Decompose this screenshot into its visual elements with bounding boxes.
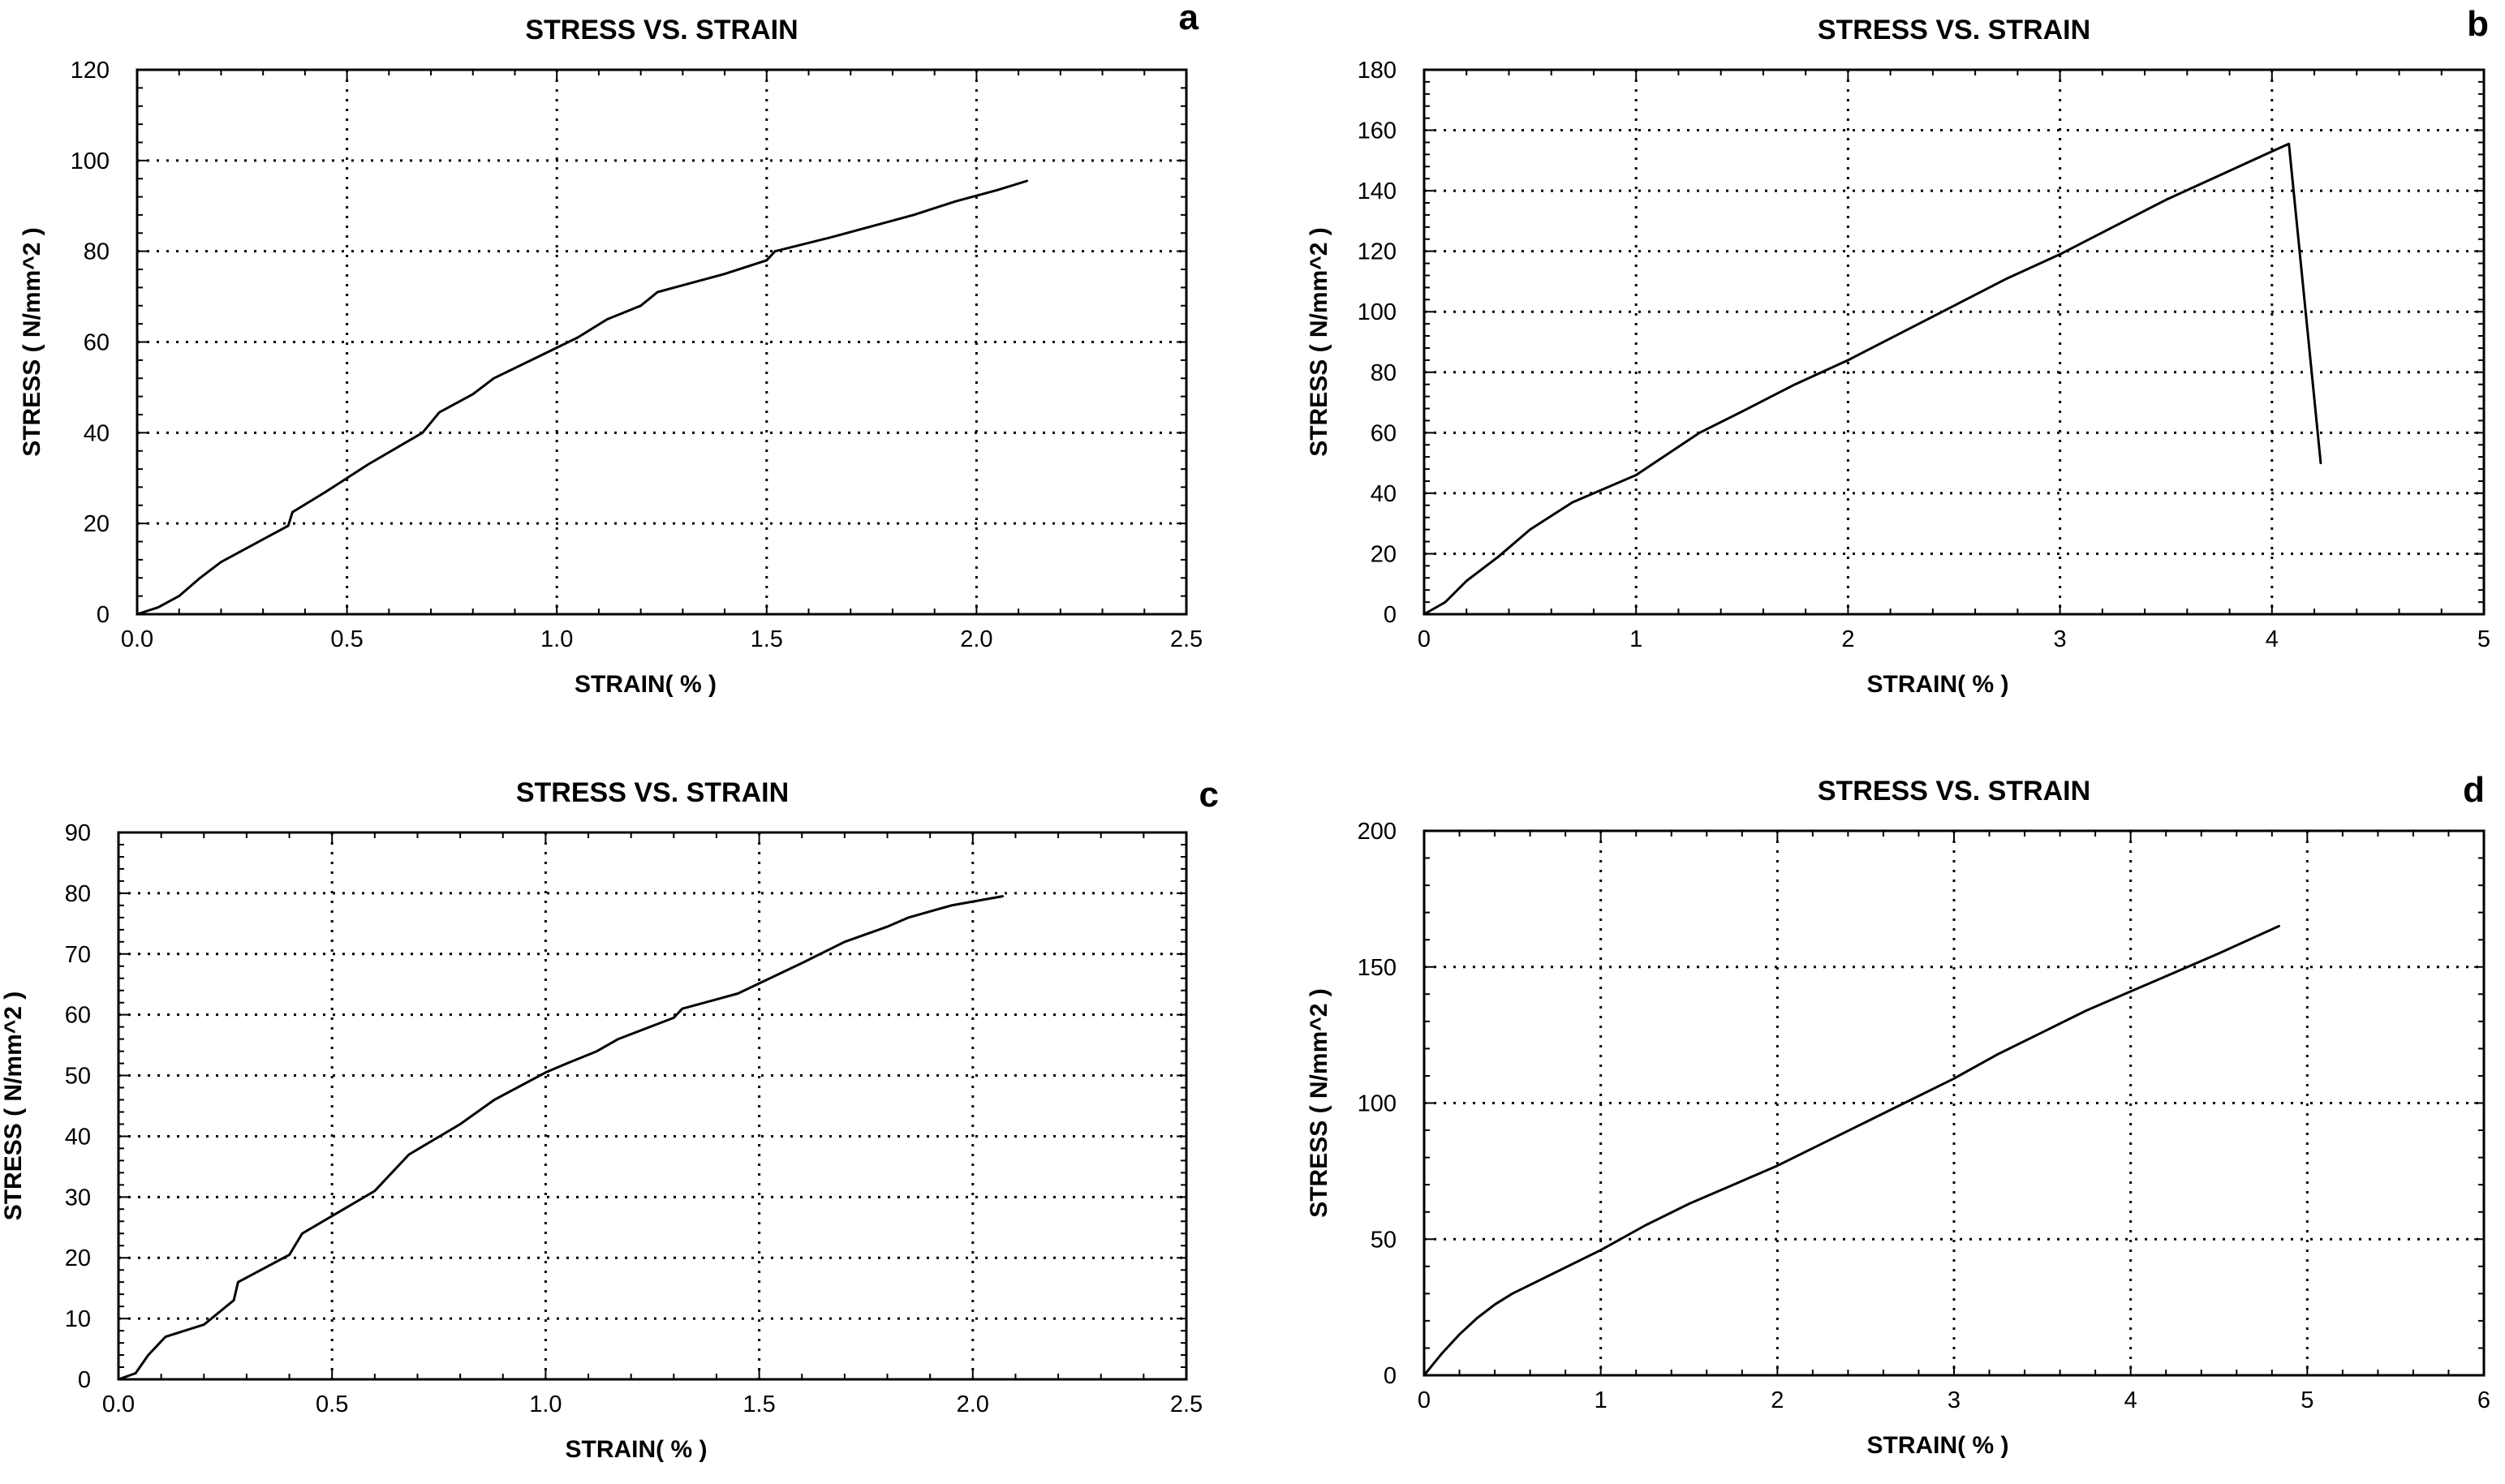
y-tick-label: 50 [1371, 1227, 1397, 1253]
y-tick-label: 100 [1358, 1091, 1397, 1117]
x-tick-label: 2.0 [957, 1392, 989, 1417]
y-tick-label: 140 [1358, 179, 1397, 204]
tick-marks [118, 832, 1187, 1380]
y-tick-label: 160 [1358, 118, 1397, 144]
chart-title: STRESS VS. STRAIN [1818, 15, 2090, 45]
x-tick-label: 2 [1771, 1387, 1784, 1413]
y-tick-label: 0 [1384, 1363, 1397, 1389]
x-tick-label: 2.0 [960, 626, 992, 652]
y-tick-label: 70 [65, 942, 91, 968]
y-tick-label: 40 [65, 1124, 91, 1150]
panel-label: c [1199, 775, 1219, 815]
x-axis-label: STRAIN( % ) [1867, 671, 2009, 698]
y-tick-label: 20 [84, 511, 110, 537]
y-tick-label: 150 [1358, 955, 1397, 981]
panel-label: b [2467, 4, 2489, 44]
chart-title: STRESS VS. STRAIN [525, 15, 798, 45]
x-tick-label: 0.0 [102, 1392, 135, 1417]
chart-panel-c: STRESS VS. STRAIN c 0.0 0.5 1.0 1.5 2.0 2.5 0 10 2… [0, 775, 1219, 1463]
y-tick-label: 80 [65, 881, 91, 907]
x-tick-label: 2 [1841, 626, 1854, 652]
series-line [1423, 924, 2280, 1377]
x-tick-label: 4 [2266, 626, 2279, 652]
plot-frame [1423, 829, 2486, 1377]
plot-frame [1423, 68, 2486, 616]
plot-frame [117, 831, 1188, 1381]
y-tick-label: 20 [1371, 541, 1397, 567]
y-tick-label: 80 [1371, 360, 1397, 386]
chart-panel-d: STRESS VS. STRAIN d 0 1 2 3 4 5 6 0 50 100 150 200 STR… [1306, 770, 2490, 1459]
x-tick-label: 0.0 [121, 626, 153, 652]
y-tick-label: 120 [1358, 239, 1397, 265]
chart-panel-b: STRESS VS. STRAIN b 0 1 2 3 4 5 0 20 40 60 80 100 120 1… [1306, 4, 2490, 698]
x-tick-label: 1 [1629, 626, 1642, 652]
x-tick-label: 6 [2477, 1387, 2490, 1413]
x-tick-label: 0 [1418, 1387, 1431, 1413]
x-tick-label: 5 [2477, 626, 2490, 652]
y-tick-label: 90 [65, 820, 91, 846]
series-line [117, 895, 1005, 1381]
y-axis-label: STRESS ( N/mm^2 ) [19, 227, 45, 457]
chart-title: STRESS VS. STRAIN [516, 777, 789, 808]
y-tick-label: 180 [1358, 58, 1397, 84]
x-tick-label: 1.0 [540, 626, 573, 652]
plot-frame [136, 68, 1188, 616]
x-tick-label: 1.5 [742, 1392, 775, 1417]
x-tick-label: 4 [2124, 1387, 2137, 1413]
x-tick-label: 3 [1948, 1387, 1961, 1413]
x-tick-label: 0.5 [330, 626, 363, 652]
x-tick-label: 3 [2054, 626, 2067, 652]
chart-title: STRESS VS. STRAIN [1818, 776, 2090, 807]
y-tick-label: 40 [1371, 481, 1397, 507]
y-tick-label: 200 [1358, 819, 1397, 845]
y-tick-label: 80 [84, 239, 110, 265]
x-axis-label: STRAIN( % ) [1867, 1432, 2009, 1459]
series-line [136, 179, 1028, 616]
x-tick-label: 2.5 [1170, 1392, 1203, 1417]
panel-label: a [1179, 0, 1199, 37]
y-axis-label: STRESS ( N/mm^2 ) [1306, 988, 1332, 1218]
x-tick-label: 0.5 [316, 1392, 348, 1417]
tick-marks [1423, 69, 2485, 615]
y-tick-label: 40 [84, 420, 110, 446]
tick-marks [1423, 830, 2485, 1376]
y-tick-label: 20 [65, 1245, 91, 1271]
y-axis-label: STRESS ( N/mm^2 ) [1306, 227, 1332, 457]
x-tick-label: 1.0 [529, 1392, 562, 1417]
x-axis-label: STRAIN( % ) [566, 1436, 708, 1463]
x-tick-label: 2.5 [1170, 626, 1203, 652]
x-axis-label: STRAIN( % ) [575, 671, 717, 698]
chart-panel-a: STRESS VS. STRAIN a 0.0 0.5 1.0 1.5 2.0 2.5 0 20 4… [19, 0, 1203, 698]
x-tick-label: 0 [1418, 626, 1431, 652]
y-tick-label: 50 [65, 1064, 91, 1090]
y-tick-label: 0 [78, 1367, 91, 1393]
y-tick-label: 100 [1358, 299, 1397, 325]
series-line [1423, 142, 2322, 616]
y-axis-label: STRESS ( N/mm^2 ) [0, 991, 27, 1221]
x-tick-label: 1.5 [751, 626, 783, 652]
y-tick-label: 0 [97, 602, 110, 628]
y-tick-label: 100 [71, 148, 110, 174]
x-tick-label: 1 [1595, 1387, 1608, 1413]
y-tick-label: 30 [65, 1185, 91, 1211]
y-tick-label: 60 [84, 330, 110, 356]
x-tick-label: 5 [2301, 1387, 2313, 1413]
y-tick-label: 0 [1384, 602, 1397, 628]
y-tick-label: 60 [65, 1003, 91, 1029]
y-tick-label: 120 [71, 58, 110, 84]
panel-label: d [2463, 770, 2485, 810]
y-tick-label: 60 [1371, 420, 1397, 446]
y-tick-label: 10 [65, 1306, 91, 1332]
